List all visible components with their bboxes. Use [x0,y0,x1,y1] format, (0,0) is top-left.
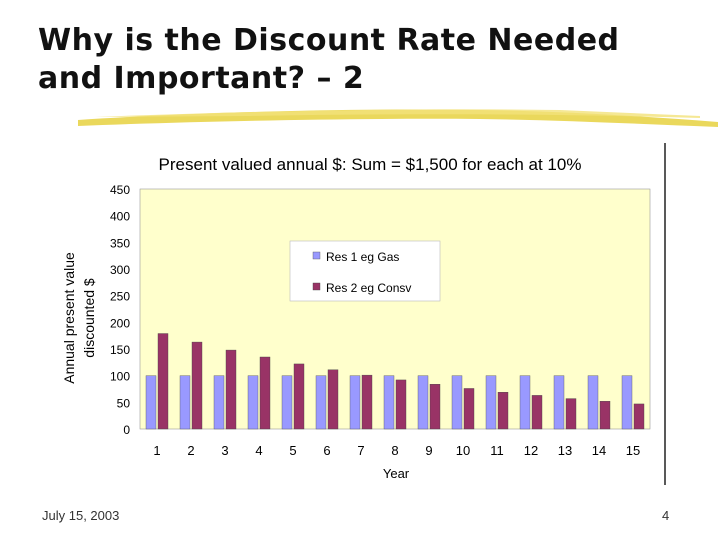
legend-swatch-res1 [312,251,321,260]
x-tick-label: 1 [153,443,160,458]
y-axis-label-line-1: Annual present value [61,252,77,384]
y-tick-label: 400 [110,210,130,224]
bar-res2-year-4 [259,356,271,430]
bar-res2-year-9 [429,384,441,430]
y-tick-label: 100 [110,370,130,384]
footer-date: July 15, 2003 [42,508,120,523]
x-tick-label: 10 [456,443,470,458]
bar-res2-year-1 [157,333,169,430]
bar-res2-year-15 [633,403,645,430]
x-tick-label: 13 [558,443,572,458]
bar-res1-year-3 [213,375,225,430]
page-number: 4 [662,508,670,523]
bar-res2-year-11 [497,392,509,430]
bar-res2-year-12 [531,395,543,430]
bar-res1-year-6 [315,375,327,430]
slide-title-line-1: Why is the Discount Rate Needed [38,23,620,58]
legend-box [289,240,441,302]
x-tick-label: 5 [289,443,296,458]
bar-res1-year-5 [281,375,293,430]
bar-res1-year-4 [247,375,259,430]
y-tick-label: 0 [123,423,130,437]
bar-res1-year-2 [179,375,191,430]
title-brush-stroke [78,109,718,127]
bar-res2-year-3 [225,349,237,430]
bar-res1-year-10 [451,375,463,430]
y-axis-label-line-2: discounted $ [81,278,97,358]
bar-res2-year-14 [599,401,611,430]
bar-res2-year-10 [463,388,475,430]
bar-res1-year-8 [383,375,395,430]
bar-res2-year-8 [395,379,407,430]
y-tick-label: 200 [110,316,130,330]
plot-area [139,188,651,430]
bar-res1-year-7 [349,375,361,430]
slide-title-line-2: and Important? – 2 [38,61,365,96]
y-tick-label: 300 [110,263,130,277]
x-tick-label: 6 [323,443,330,458]
bar-res1-year-14 [587,375,599,430]
x-tick-label: 3 [221,443,228,458]
bar-res2-year-13 [565,398,577,430]
legend-swatch-res2 [312,282,321,291]
x-tick-label: 11 [490,443,504,458]
x-tick-label: 8 [391,443,398,458]
y-tick-label: 350 [110,236,130,250]
bar-res2-year-5 [293,363,305,430]
x-tick-label: 14 [592,443,606,458]
y-tick-label: 50 [117,396,131,410]
x-tick-label: 9 [425,443,432,458]
x-axis-label: Year [383,466,410,481]
bar-res2-year-7 [361,374,373,430]
x-tick-label: 7 [357,443,364,458]
chart-title: Present valued annual $: Sum = $1,500 fo… [159,155,582,174]
bar-res1-year-11 [485,375,497,430]
y-tick-label: 250 [110,290,130,304]
y-tick-label: 450 [110,183,130,197]
x-tick-label: 15 [626,443,640,458]
legend-label-res1: Res 1 eg Gas [326,250,399,264]
bar-res1-year-13 [553,375,565,430]
bar-res1-year-12 [519,375,531,430]
x-tick-label: 12 [524,443,538,458]
x-tick-label: 4 [255,443,262,458]
bar-res2-year-2 [191,341,203,430]
legend-label-res2: Res 2 eg Consv [326,281,411,295]
bar-res1-year-1 [145,375,157,430]
bar-res1-year-9 [417,375,429,430]
bar-res1-year-15 [621,375,633,430]
bar-res2-year-6 [327,369,339,430]
slide-title: Why is the Discount Rate Needed and Impo… [38,22,678,98]
x-tick-label: 2 [187,443,194,458]
y-tick-label: 150 [110,343,130,357]
